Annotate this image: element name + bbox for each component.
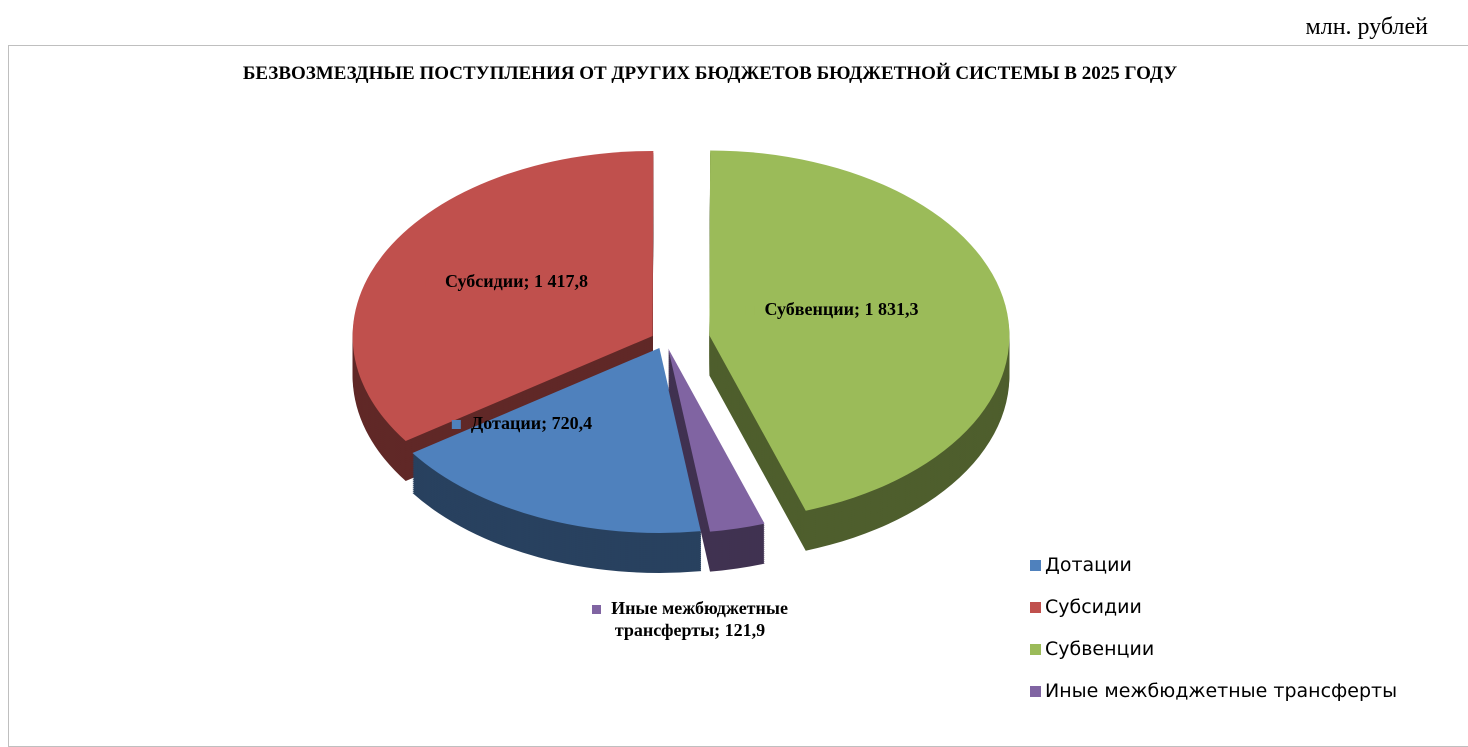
data-label: Дотации; 720,4 xyxy=(451,412,593,434)
label-marker xyxy=(451,420,461,430)
label-marker xyxy=(425,278,435,288)
data-label: Иные межбюджетные трансферты; 121,9 xyxy=(545,597,835,641)
legend-marker xyxy=(1030,602,1041,613)
pie-slice xyxy=(412,347,702,573)
legend-text: Дотации xyxy=(1045,554,1132,576)
legend-marker xyxy=(1030,560,1041,571)
label-text: Субсидии; 1 417,8 xyxy=(444,271,589,291)
label-text: Иные межбюджетные трансферты; 121,9 xyxy=(611,598,788,640)
pie-slice xyxy=(668,348,765,572)
label-text: Дотации; 720,4 xyxy=(470,413,593,433)
legend-marker xyxy=(1030,644,1041,655)
legend-item: Субсидии xyxy=(1030,596,1142,618)
pie-slice xyxy=(709,150,1010,551)
page: млн. рублей БЕЗВОЗМЕЗДНЫЕ ПОСТУПЛЕНИЯ ОТ… xyxy=(8,14,1468,747)
pie-chart xyxy=(352,150,1010,573)
legend-text: Иные межбюджетные трансферты xyxy=(1045,680,1398,702)
label-marker xyxy=(592,605,602,615)
legend-text: Субвенции xyxy=(1045,638,1155,660)
pie-slice xyxy=(352,150,654,482)
legend-item: Дотации xyxy=(1030,554,1132,576)
legend-marker xyxy=(1030,686,1041,697)
data-label: Субвенции; 1 831,3 xyxy=(745,298,919,320)
unit-label: млн. рублей xyxy=(1305,14,1428,40)
data-label: Субсидии; 1 417,8 xyxy=(425,270,589,292)
label-marker xyxy=(745,306,755,316)
slice-top xyxy=(668,348,765,532)
slice-top xyxy=(352,150,654,442)
slice-top xyxy=(709,150,1010,511)
label-text: Субвенции; 1 831,3 xyxy=(764,299,919,319)
legend-item: Субвенции xyxy=(1030,638,1154,660)
legend-item: Иные межбюджетные трансферты xyxy=(1030,680,1397,702)
slice-top xyxy=(412,347,702,533)
chart-title: БЕЗВОЗМЕЗДНЫЕ ПОСТУПЛЕНИЯ ОТ ДРУГИХ БЮДЖ… xyxy=(242,63,1178,84)
legend-text: Субсидии xyxy=(1045,596,1142,618)
